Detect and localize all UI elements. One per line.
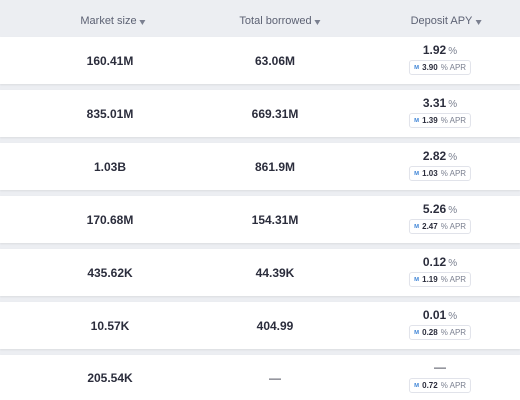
apr-value: 1.39: [422, 116, 438, 125]
apr-unit: % APR: [440, 116, 467, 125]
total-borrowed-cell: —: [269, 370, 281, 385]
reward-token-icon: м: [413, 117, 420, 124]
apr-unit: % APR: [440, 275, 467, 284]
market-size-cell: 170.68M: [86, 212, 134, 227]
market-size-cell: 10.57K: [90, 318, 130, 333]
deposit-apy-cell: 0.12% м 1.19 % APR: [408, 255, 472, 287]
market-size-cell: 205.54K: [87, 370, 133, 385]
table-row[interactable]: 10.57K 404.99 0.01% м 0.28 % APR: [0, 302, 520, 349]
market-size-cell: 1.03B: [93, 159, 127, 174]
table-row[interactable]: 160.41M 63.06M 1.92% м 3.90 % APR: [0, 37, 520, 84]
apr-unit: % APR: [440, 63, 467, 72]
reward-token-icon: м: [413, 276, 420, 283]
deposit-apy-cell: 3.31% м 1.39 % APR: [408, 96, 472, 128]
apr-value: 1.03: [422, 169, 438, 178]
apr-unit: % APR: [440, 381, 467, 390]
apy-value: 2.82%: [422, 149, 458, 163]
total-borrowed-cell: 63.06M: [254, 53, 296, 68]
table-row[interactable]: 205.54K — — м 0.72 % APR: [0, 355, 520, 400]
deposit-apy-cell: 2.82% м 1.03 % APR: [408, 149, 472, 181]
table-header: Market size Total borrowed Deposit APY: [0, 0, 520, 37]
caret-down-icon: [475, 19, 482, 25]
apr-badge[interactable]: м 0.72 % APR: [408, 378, 472, 393]
apr-value: 0.72: [422, 381, 438, 390]
deposit-apy-cell: — м 0.72 % APR: [408, 360, 472, 393]
apr-value: 0.28: [422, 328, 438, 337]
apr-unit: % APR: [440, 169, 467, 178]
table-row[interactable]: 435.62K 44.39K 0.12% м 1.19 % APR: [0, 249, 520, 296]
reward-token-icon: м: [413, 223, 420, 230]
reward-token-icon: м: [413, 382, 420, 389]
deposit-apy-cell: 5.26% м 2.47 % APR: [408, 202, 472, 234]
apr-badge[interactable]: м 1.39 % APR: [408, 113, 472, 128]
table-row[interactable]: 170.68M 154.31M 5.26% м 2.47 % APR: [0, 196, 520, 243]
apr-badge[interactable]: м 2.47 % APR: [408, 219, 472, 234]
total-borrowed-header[interactable]: Total borrowed: [239, 15, 321, 27]
market-size-header-label: Market size: [80, 15, 137, 27]
apr-unit: % APR: [440, 222, 467, 231]
caret-down-icon: [139, 19, 146, 25]
deposit-apy-cell: 0.01% м 0.28 % APR: [408, 308, 472, 340]
market-size-cell: 435.62K: [87, 265, 133, 280]
apy-value: 0.01%: [422, 308, 458, 322]
apr-badge[interactable]: м 3.90 % APR: [408, 60, 472, 75]
apr-unit: % APR: [440, 328, 467, 337]
apr-badge[interactable]: м 0.28 % APR: [408, 325, 472, 340]
total-borrowed-cell: 44.39K: [255, 265, 295, 280]
market-size-cell: 160.41M: [86, 53, 134, 68]
reward-token-icon: м: [413, 64, 420, 71]
apy-value: 5.26%: [422, 202, 458, 216]
market-size-cell: 835.01M: [86, 106, 134, 121]
apr-value: 3.90: [422, 63, 438, 72]
table-row[interactable]: 1.03B 861.9M 2.82% м 1.03 % APR: [0, 143, 520, 190]
apr-value: 2.47: [422, 222, 438, 231]
total-borrowed-cell: 669.31M: [251, 106, 299, 121]
reward-token-icon: м: [413, 329, 420, 336]
apy-value: 1.92%: [422, 43, 458, 57]
reward-token-icon: м: [413, 170, 420, 177]
apy-value: 3.31%: [422, 96, 458, 110]
caret-down-icon: [314, 19, 321, 25]
apy-value: 0.12%: [422, 255, 458, 269]
apy-value: —: [433, 360, 446, 374]
deposit-apy-cell: 1.92% м 3.90 % APR: [408, 43, 472, 75]
total-borrowed-header-label: Total borrowed: [239, 15, 312, 27]
total-borrowed-cell: 404.99: [256, 318, 294, 333]
deposit-apy-header[interactable]: Deposit APY: [411, 15, 482, 27]
total-borrowed-cell: 861.9M: [254, 159, 296, 174]
deposit-apy-header-label: Deposit APY: [410, 15, 473, 27]
apr-value: 1.19: [422, 275, 438, 284]
apr-badge[interactable]: м 1.19 % APR: [408, 272, 472, 287]
market-size-header[interactable]: Market size: [80, 15, 146, 27]
total-borrowed-cell: 154.31M: [251, 212, 299, 227]
apr-badge[interactable]: м 1.03 % APR: [408, 166, 472, 181]
table-row[interactable]: 835.01M 669.31M 3.31% м 1.39 % APR: [0, 90, 520, 137]
